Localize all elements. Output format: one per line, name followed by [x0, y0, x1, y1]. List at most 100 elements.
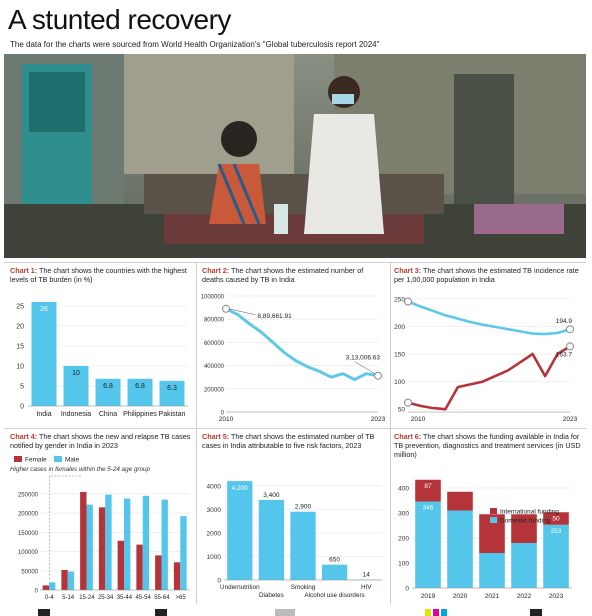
chart3-ytick: 150 — [394, 352, 405, 359]
chart3-xtick: 2023 — [563, 416, 578, 423]
chart1-ytick: 15 — [16, 344, 24, 351]
chart3-point-last-2 — [566, 342, 574, 351]
chart3-xtick: 2010 — [411, 416, 426, 423]
row-divider-top — [4, 262, 586, 263]
chart3-title: Chart 3: The chart shows the estimated T… — [394, 266, 582, 284]
chart6-ytick: 200 — [398, 536, 409, 543]
chart5-title-text: The chart shows the estimated number of … — [202, 432, 375, 450]
footer-registration-strip — [38, 609, 542, 616]
chart3-point-last-1 — [566, 325, 574, 334]
chart4-annotation: Higher cases in females within the 5-24 … — [10, 466, 151, 473]
chart5-bar — [290, 511, 316, 580]
chart6-legend-swatch — [490, 508, 497, 514]
chart6-legend-swatch — [490, 517, 497, 523]
chart3-series-line-2 — [407, 345, 571, 411]
chart2-first-label: 8,89,661.91 — [257, 313, 292, 320]
col-divider-2 — [390, 262, 391, 604]
chart6-xtick: 2019 — [421, 593, 436, 600]
chart2-title-text: The chart shows the estimated number of … — [202, 266, 364, 284]
chart3-end-label-2: 163.7 — [556, 351, 573, 358]
chart3-series-line-1 — [407, 300, 571, 336]
chart5-xtick: HIV — [361, 584, 372, 591]
chart3-label: Chart 3: — [394, 266, 422, 275]
chart4-label: Chart 4: — [10, 432, 38, 441]
chart1-ytick: 10 — [16, 364, 24, 371]
chart1-label: Chart 1: — [10, 266, 38, 275]
chart1-value-label: 6.8 — [103, 383, 113, 390]
chart2-point-first — [222, 304, 230, 313]
chart4-bar-male — [105, 494, 112, 590]
chart4-bar-male — [180, 516, 187, 590]
chart3-ytick: 250 — [394, 296, 405, 303]
chart4-ytick: 250000 — [18, 492, 39, 498]
chart5-ytick: 4000 — [207, 483, 222, 490]
chart4-bar-female — [117, 540, 124, 590]
chart3-end-label-1: 194.9 — [556, 318, 573, 325]
chart2-ytick: 200000 — [204, 387, 225, 393]
chart1-xtick: Indonesia — [61, 411, 91, 418]
chart4-legend-swatch — [14, 456, 22, 462]
chart5-value-label: 14 — [363, 572, 371, 579]
chart4-legend-swatch — [54, 456, 62, 462]
chart5-value-label: 4,200 — [232, 485, 249, 492]
chart6-domestic-label: 253 — [551, 528, 562, 535]
chart4-svg: Female Male Higher cases in females within… — [10, 456, 190, 601]
chart2-point-last — [374, 371, 382, 380]
chart1-bar — [63, 366, 89, 406]
chart1-panel: Chart 1: The chart shows the countries w… — [6, 264, 194, 426]
news-photo — [4, 54, 586, 258]
chart1-value-label: 6.8 — [135, 383, 145, 390]
chart6-international-label: 87 — [424, 483, 432, 490]
chart4-xtick: >65 — [176, 595, 187, 601]
chart1-bar — [159, 380, 185, 406]
row-divider-middle — [4, 428, 586, 429]
chart4-title-text: The chart shows the new and relapse TB c… — [10, 432, 191, 450]
chart6-bar-international — [415, 479, 441, 502]
chart4-bar-male — [161, 499, 168, 590]
chart6-bar-international — [447, 491, 473, 511]
chart4-xtick: 25-34 — [98, 595, 114, 601]
chart5-label: Chart 5: — [202, 432, 230, 441]
chart4-ytick: 200000 — [18, 512, 39, 518]
chart5-value-label: 3,400 — [263, 492, 280, 499]
chart4-bar-female — [80, 491, 87, 590]
chart4-panel: Chart 4: The chart shows the new and rel… — [6, 430, 194, 606]
chart4-ytick: 150000 — [18, 531, 39, 537]
chart4-ytick: 50000 — [21, 569, 38, 575]
chart6-bar-domestic — [479, 553, 505, 588]
chart2-label: Chart 2: — [202, 266, 230, 275]
chart5-bar — [227, 481, 253, 580]
chart2-xtick: 2010 — [219, 416, 234, 423]
chart6-bar-domestic — [511, 543, 537, 588]
chart6-xtick: 2020 — [453, 593, 468, 600]
chart1-value-label: 6.3 — [167, 385, 177, 392]
chart5-bar — [258, 499, 285, 580]
chart2-ytick: 600000 — [204, 341, 225, 347]
chart3-ytick: 50 — [398, 407, 406, 414]
chart2-leader-first — [228, 308, 256, 316]
chart5-ytick: 1000 — [207, 554, 222, 561]
chart5-panel: Chart 5: The chart shows the estimated n… — [198, 430, 388, 606]
chart2-series-line — [225, 307, 379, 381]
chart1-ytick: 0 — [20, 404, 24, 411]
chart5-value-label: 650 — [329, 557, 340, 564]
chart1-title: Chart 1: The chart shows the countries w… — [10, 266, 190, 284]
chart4-bar-male — [67, 571, 75, 590]
chart5-ytick: 2000 — [207, 530, 222, 537]
chart1-xtick: China — [99, 411, 117, 418]
chart2-ytick: 800000 — [204, 318, 225, 324]
chart6-bar-international — [511, 514, 537, 543]
chart6-domestic-label: 346 — [423, 505, 434, 512]
chart6-panel: Chart 6: The chart shows the funding ava… — [392, 430, 586, 606]
chart1-value-label: 26 — [40, 306, 48, 313]
chart2-leader-last — [354, 361, 376, 374]
chart5-svg: 0 1000 2000 3000 4000 4,200 Undernutrition 3,40… — [207, 481, 382, 599]
chart6-title: Chart 6: The chart shows the funding ava… — [394, 432, 582, 459]
chart2-title: Chart 2: The chart shows the estimated n… — [202, 266, 382, 284]
chart3-ytick: 100 — [394, 379, 405, 386]
chart4-legend-label: Female — [25, 457, 47, 464]
chart5-title: Chart 5: The chart shows the estimated n… — [202, 432, 384, 450]
chart4-annotation-leader — [49, 475, 82, 580]
chart5-value-label: 2,900 — [295, 504, 312, 511]
chart4-xtick: 55-64 — [154, 595, 170, 601]
